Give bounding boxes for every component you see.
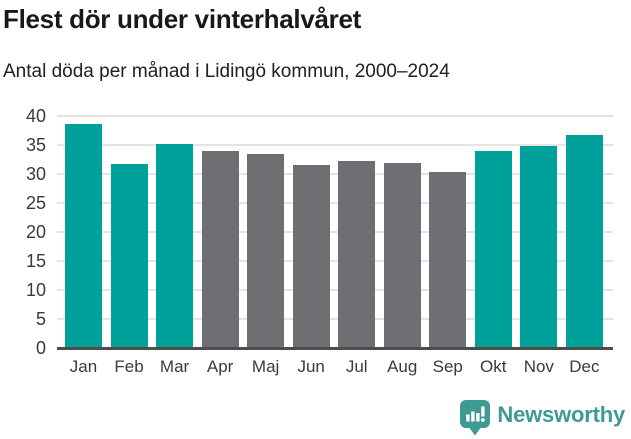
newsworthy-logo[interactable]: Newsworthy [460, 400, 625, 436]
y-tick-label-30: 30 [25, 164, 46, 184]
bar-jan [65, 124, 102, 348]
chart-subtitle: Antal döda per månad i Lidingö kommun, 2… [3, 61, 450, 82]
y-tick-label-15: 15 [25, 251, 46, 271]
gridline-5 [57, 318, 613, 320]
bar-jul [338, 160, 376, 348]
x-tick-label-jul: Jul [345, 357, 368, 376]
x-tick-label-apr: Apr [206, 357, 234, 376]
x-tick-label-okt: Okt [480, 357, 507, 376]
newsworthy-bar-chart-bubble-icon [460, 400, 491, 436]
x-tick-label-nov: Nov [523, 357, 554, 376]
y-tick-label-0: 0 [35, 338, 46, 358]
bar-aug [383, 162, 421, 348]
x-tick-label-jun: Jun [297, 357, 325, 376]
x-axis-line [57, 347, 613, 350]
x-tick-label-mar: Mar [159, 357, 190, 376]
gridline-20 [57, 231, 613, 233]
x-tick-label-sep: Sep [432, 357, 463, 376]
plot-area [57, 115, 613, 350]
x-tick-label-feb: Feb [114, 357, 144, 376]
x-tick-label-dec: Dec [569, 357, 600, 376]
bar-okt [474, 151, 512, 348]
gridline-15 [57, 260, 613, 262]
gridline-30 [57, 173, 613, 175]
y-tick-label-10: 10 [25, 280, 46, 300]
bar-maj [247, 153, 285, 348]
bars [65, 116, 603, 348]
bar-mar [156, 143, 194, 348]
bar-sep [429, 172, 467, 348]
y-tick-label-5: 5 [35, 309, 46, 329]
x-tick-label-aug: Aug [387, 357, 418, 376]
x-tick-label-jan: Jan [69, 357, 98, 376]
x-tick-label-maj: Maj [251, 357, 280, 376]
gridline-10 [57, 289, 613, 291]
bar-nov [520, 145, 558, 348]
gridline-40 [57, 115, 613, 117]
y-tick-label-40: 40 [25, 106, 46, 126]
gridline-25 [57, 202, 613, 204]
y-tick-label-25: 25 [25, 193, 46, 213]
gridline-35 [57, 144, 613, 146]
newsworthy-logo-text: Newsworthy [497, 402, 625, 427]
y-axis-labels: 0 5 10 15 20 25 30 35 40 [0, 107, 46, 357]
bar-jun [292, 165, 330, 348]
y-tick-label-20: 20 [25, 222, 46, 242]
x-axis-labels: Jan Feb Mar Apr Maj Jun Jul Aug Sep Okt Nov Dec [65, 357, 603, 377]
page-title: Flest dör under vinterhalvåret [3, 4, 361, 34]
y-tick-label-35: 35 [25, 135, 46, 155]
bar-dec [565, 134, 603, 348]
bar-feb [110, 163, 148, 348]
bar-apr [201, 150, 239, 348]
